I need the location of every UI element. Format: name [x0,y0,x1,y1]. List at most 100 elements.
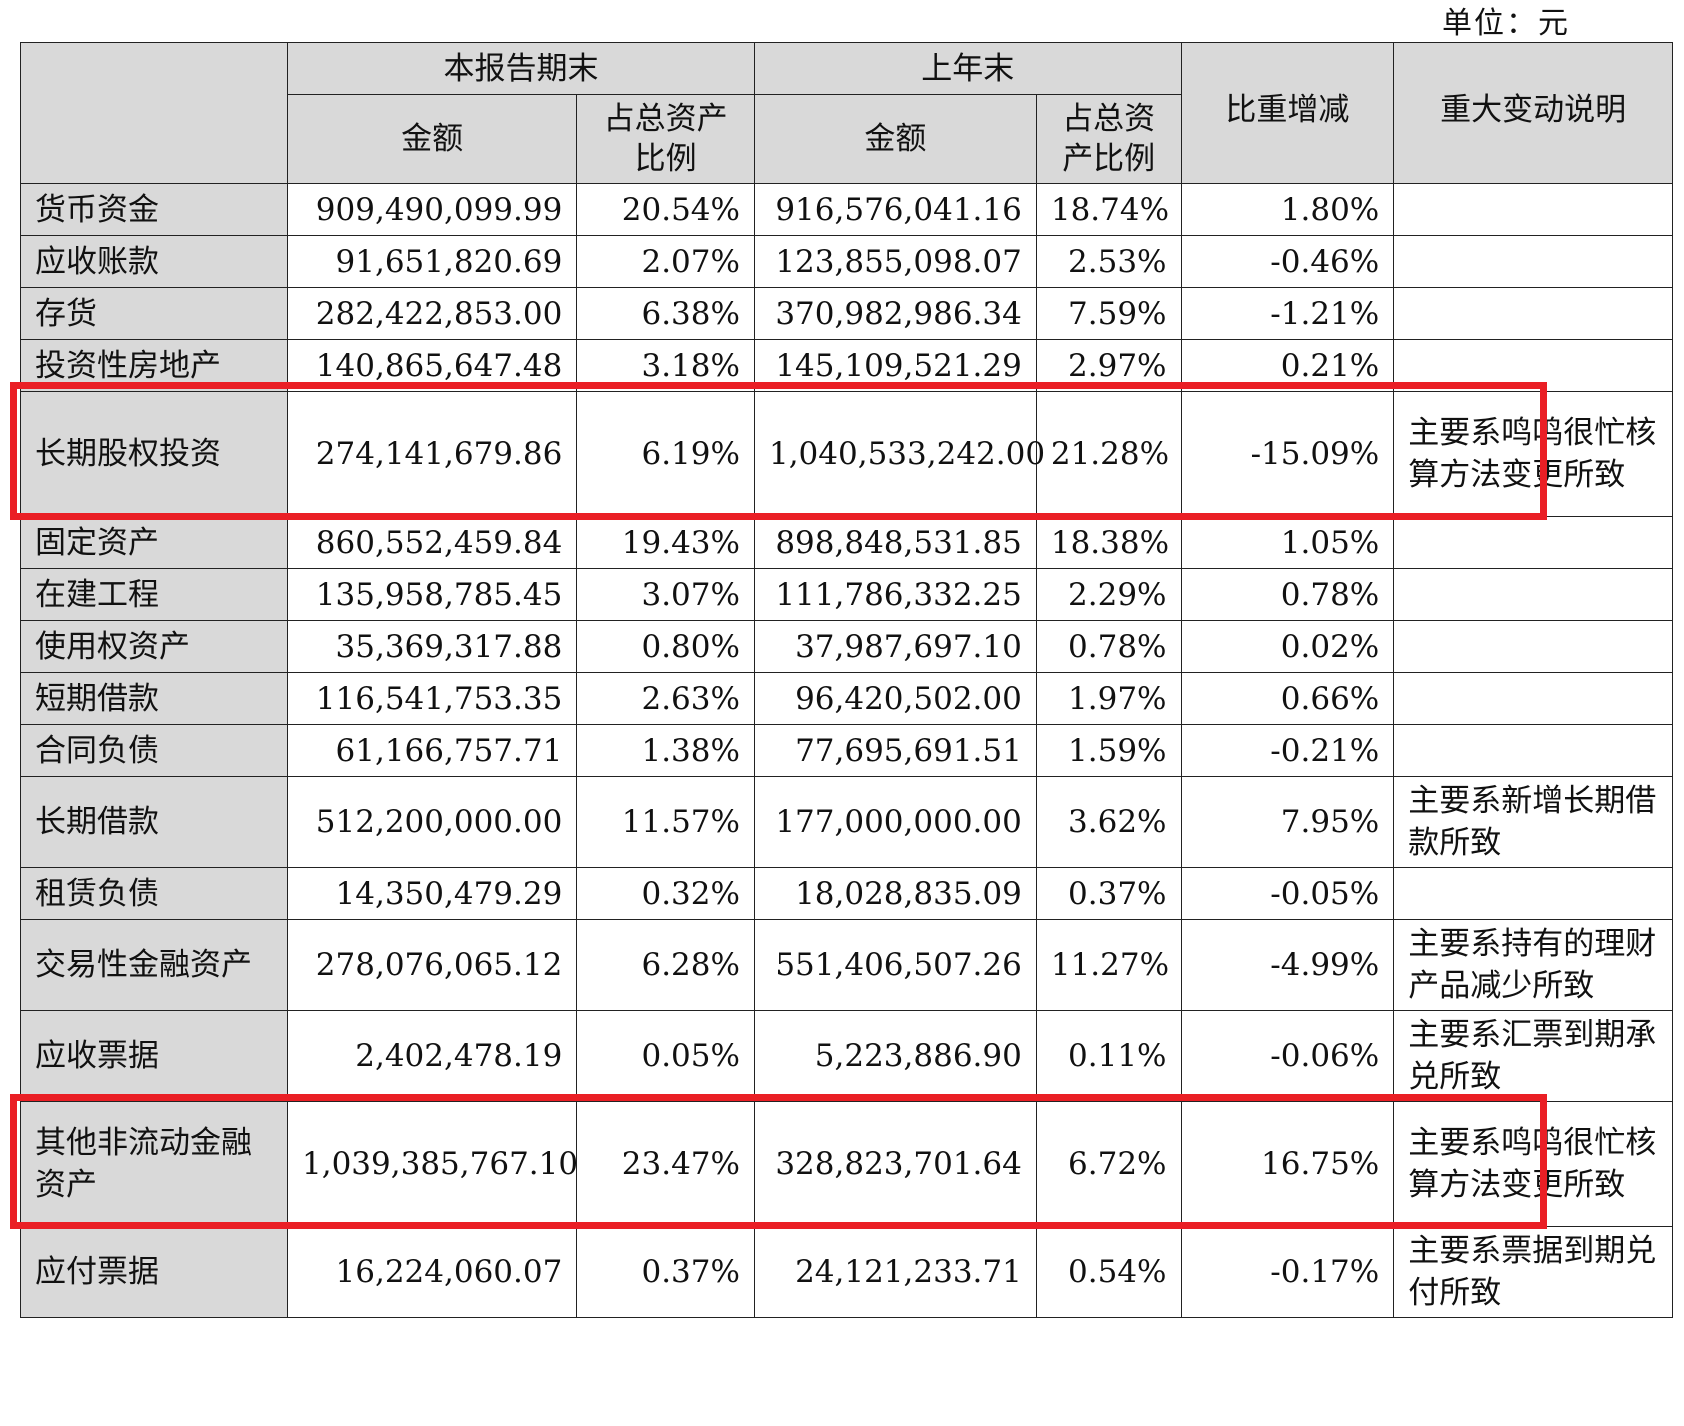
prior-ratio: 0.11% [1035,1010,1182,1102]
table-row: 在建工程 135,958,785.45 3.07% 111,786,332.25 2.2… [20,568,1673,621]
current-ratio: 3.07% [576,568,755,621]
current-ratio: 19.43% [576,516,755,569]
row-name: 交易性金融资产 [20,919,288,1011]
change-note [1393,620,1673,673]
table-row: 应付票据 16,224,060.07 0.37% 24,121,233.71 0.54%… [20,1226,1673,1318]
row-name: 使用权资产 [20,620,288,673]
header-ratio-current: 占总资产比例 [576,94,755,184]
change-note: 主要系票据到期兑付所致 [1393,1226,1673,1318]
prior-amount: 18,028,835.09 [753,867,1037,920]
row-name: 短期借款 [20,672,288,725]
change-note: 主要系汇票到期承兑所致 [1393,1010,1673,1102]
change-note [1393,339,1673,392]
prior-ratio: 18.74% [1035,183,1182,236]
header-amount-prior: 金额 [753,94,1037,184]
current-ratio: 11.57% [576,776,755,868]
current-ratio: 0.05% [576,1010,755,1102]
table-row: 应收账款 91,651,820.69 2.07% 123,855,098.07 2.53… [20,235,1673,288]
ratio-change: -1.21% [1180,287,1395,340]
prior-amount: 5,223,886.90 [753,1010,1037,1102]
table-row: 长期借款 512,200,000.00 11.57% 177,000,000.00 3.… [20,776,1673,868]
current-amount: 16,224,060.07 [286,1226,578,1318]
current-ratio: 23.47% [576,1101,755,1227]
row-name: 长期股权投资 [20,391,288,517]
current-amount: 61,166,757.71 [286,724,578,777]
table-row: 合同负债 61,166,757.71 1.38% 77,695,691.51 1.59%… [20,724,1673,777]
prior-amount: 1,040,533,242.00 [753,391,1045,517]
ratio-change: -0.46% [1180,235,1395,288]
row-name: 其他非流动金融资产 [20,1101,288,1227]
prior-amount: 328,823,701.64 [753,1101,1037,1227]
change-note: 主要系持有的理财产品减少所致 [1393,919,1673,1011]
table-row: 使用权资产 35,369,317.88 0.80% 37,987,697.10 0.78… [20,620,1673,673]
change-note: 主要系鸣鸣很忙核算方法变更所致 [1393,1101,1673,1227]
current-ratio: 20.54% [576,183,755,236]
current-ratio: 3.18% [576,339,755,392]
ratio-change: 0.21% [1180,339,1395,392]
prior-amount: 123,855,098.07 [753,235,1037,288]
current-amount: 274,141,679.86 [286,391,578,517]
prior-ratio: 2.53% [1035,235,1182,288]
row-name: 存货 [20,287,288,340]
change-note [1393,867,1673,920]
current-ratio: 0.80% [576,620,755,673]
prior-amount: 24,121,233.71 [753,1226,1037,1318]
prior-ratio: 0.37% [1035,867,1182,920]
current-ratio: 1.38% [576,724,755,777]
current-ratio: 0.32% [576,867,755,920]
row-name: 应收票据 [20,1010,288,1102]
row-name: 租赁负债 [20,867,288,920]
table-row: 货币资金 909,490,099.99 20.54% 916,576,041.16 18… [20,183,1673,236]
ratio-change: 16.75% [1180,1101,1395,1227]
prior-ratio: 3.62% [1035,776,1182,868]
change-note: 主要系鸣鸣很忙核算方法变更所致 [1393,391,1673,517]
change-note [1393,568,1673,621]
prior-amount: 37,987,697.10 [753,620,1037,673]
ratio-change: 0.78% [1180,568,1395,621]
current-ratio: 0.37% [576,1226,755,1318]
row-name: 固定资产 [20,516,288,569]
table-row: 固定资产 860,552,459.84 19.43% 898,848,531.85 18… [20,516,1673,569]
table-row: 投资性房地产 140,865,647.48 3.18% 145,109,521.29 2… [20,339,1673,392]
prior-ratio: 21.28% [1035,391,1182,517]
prior-ratio: 6.72% [1035,1101,1182,1227]
prior-ratio: 1.97% [1035,672,1182,725]
header-change: 比重增减 [1180,42,1395,184]
ratio-change: -15.09% [1180,391,1395,517]
current-amount: 14,350,479.29 [286,867,578,920]
table-row: 存货 282,422,853.00 6.38% 370,982,986.34 7.59%… [20,287,1673,340]
current-amount: 1,039,385,767.10 [286,1101,578,1227]
current-amount: 91,651,820.69 [286,235,578,288]
prior-amount: 77,695,691.51 [753,724,1037,777]
prior-ratio: 11.27% [1035,919,1182,1011]
current-amount: 35,369,317.88 [286,620,578,673]
current-amount: 278,076,065.12 [286,919,578,1011]
header-prior-year: 上年末 [753,42,1182,95]
ratio-change: -0.05% [1180,867,1395,920]
change-note [1393,672,1673,725]
change-note [1393,287,1673,340]
ratio-change: 1.05% [1180,516,1395,569]
prior-ratio: 7.59% [1035,287,1182,340]
prior-ratio: 18.38% [1035,516,1182,569]
ratio-change: 0.02% [1180,620,1395,673]
ratio-change: -0.06% [1180,1010,1395,1102]
table-row: 交易性金融资产 278,076,065.12 6.28% 551,406,507.26… [20,919,1673,1011]
header-ratio-prior: 占总资产比例 [1035,94,1182,184]
ratio-change: -0.17% [1180,1226,1395,1318]
header-amount-current: 金额 [286,94,578,184]
current-ratio: 6.38% [576,287,755,340]
table-row: 长期股权投资 274,141,679.86 6.19% 1,040,533,242.0… [20,391,1673,517]
current-amount: 116,541,753.35 [286,672,578,725]
prior-amount: 96,420,502.00 [753,672,1037,725]
current-amount: 860,552,459.84 [286,516,578,569]
prior-ratio: 0.78% [1035,620,1182,673]
row-name: 投资性房地产 [20,339,288,392]
current-amount: 909,490,099.99 [286,183,578,236]
current-ratio: 6.28% [576,919,755,1011]
row-name: 货币资金 [20,183,288,236]
prior-amount: 916,576,041.16 [753,183,1037,236]
header-blank [20,42,288,184]
prior-amount: 898,848,531.85 [753,516,1037,569]
balance-sheet-table: 本报告期末 上年末 比重增减 重大变动说明 金额 占总资产比例 金额 占总资产比… [20,42,1673,1318]
